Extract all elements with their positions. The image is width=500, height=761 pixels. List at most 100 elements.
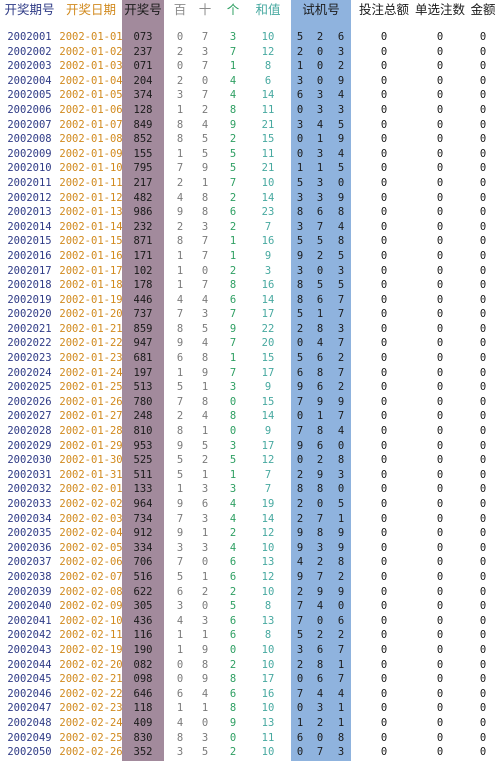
cell-hezhi: 17 [261,308,275,321]
cell-ge: 1 [229,235,237,248]
cell-touzhu: 0 [380,176,388,189]
cell-bai: 0 [176,673,184,686]
cell-bai: 1 [176,643,184,656]
cell-qihao: 2002048 [7,716,52,729]
cell-touzhu: 0 [380,381,388,394]
table-row: 2002003 2002-01-03 071 0 7 1 8 1 0 2 0 0 0 [0,59,500,74]
cell-hezhi: 9 [264,249,272,262]
cell-riqi: 2002-01-28 [59,425,123,438]
cell-ge: 6 [229,293,237,306]
table-row: 2002018 2002-01-18 178 1 7 8 16 8 5 5 0 0 0 [0,278,500,293]
cell-bai: 5 [176,570,184,583]
cell-shiji-2: 7 [316,746,324,759]
cell-touzhu: 0 [380,629,388,642]
cell-shiji-2: 6 [316,352,324,365]
cell-shi: 4 [201,337,209,350]
cell-ge: 3 [229,381,237,394]
table-row: 2002047 2002-02-23 118 1 1 8 10 0 3 1 0 0 0 [0,701,500,716]
cell-qihao: 2002003 [7,60,52,73]
cell-shi: 4 [201,687,209,700]
cell-riqi: 2002-01-13 [59,206,123,219]
cell-jine: 0 [479,89,487,102]
table-row: 2002006 2002-01-06 128 1 2 8 11 0 3 3 0 0 0 [0,103,500,118]
cell-shiji-3: 4 [337,89,345,102]
cell-riqi: 2002-01-20 [59,308,123,321]
cell-shiji-3: 0 [337,439,345,452]
cell-ge: 1 [229,352,237,365]
cell-shiji-3: 8 [337,235,345,248]
cell-shiji-1: 5 [296,352,304,365]
cell-bai: 0 [176,658,184,671]
cell-jine: 0 [479,395,487,408]
cell-jine: 0 [479,60,487,73]
table-row: 2002014 2002-01-14 232 2 3 2 7 3 7 4 0 0 0 [0,220,500,235]
cell-hezhi: 22 [261,322,275,335]
cell-kaijianghao: 217 [133,176,153,189]
cell-kaijianghao: 197 [133,366,153,379]
cell-ge: 4 [229,89,237,102]
cell-danxuan: 0 [436,410,444,423]
cell-shi: 4 [201,410,209,423]
cell-ge: 6 [229,687,237,700]
cell-jine: 0 [479,600,487,613]
table-row: 2002016 2002-01-16 171 1 7 1 9 9 2 5 0 0 0 [0,249,500,264]
cell-bai: 8 [176,425,184,438]
cell-jine: 0 [479,366,487,379]
cell-touzhu: 0 [380,425,388,438]
cell-kaijianghao: 964 [133,498,153,510]
cell-touzhu: 0 [380,235,388,248]
cell-hezhi: 13 [261,716,275,729]
cell-qihao: 2002045 [7,673,52,686]
cell-danxuan: 0 [436,133,444,146]
cell-ge: 2 [229,746,237,759]
cell-riqi: 2002-02-21 [59,673,123,686]
cell-hezhi: 11 [261,147,275,160]
cell-ge: 8 [229,673,237,686]
cell-kaijianghao: 352 [133,746,153,759]
cell-ge: 6 [229,570,237,583]
cell-shi: 7 [201,89,209,102]
cell-qihao: 2002041 [7,614,52,627]
cell-riqi: 2002-01-15 [59,235,123,248]
cell-qihao: 2002024 [7,366,52,379]
cell-shiji-3: 4 [337,220,345,233]
cell-shiji-3: 8 [337,556,345,569]
cell-shiji-1: 0 [296,673,304,686]
cell-jine: 0 [479,527,487,540]
cell-shiji-3: 5 [337,118,345,131]
cell-ge: 2 [229,191,237,204]
cell-danxuan: 0 [436,31,444,43]
cell-bai: 4 [176,716,184,729]
cell-jine: 0 [479,206,487,219]
cell-danxuan: 0 [436,439,444,452]
cell-jine: 0 [479,293,487,306]
cell-shi: 7 [201,31,209,43]
cell-danxuan: 0 [436,643,444,656]
shijihao-column-highlight [291,0,351,761]
cell-shiji-2: 4 [316,118,324,131]
cell-ge: 0 [229,643,237,656]
cell-qihao: 2002006 [7,103,52,116]
cell-shiji-3: 9 [337,133,345,146]
cell-touzhu: 0 [380,31,388,43]
cell-hezhi: 10 [261,541,275,554]
cell-shiji-3: 1 [337,512,345,525]
cell-shiji-3: 9 [337,541,345,554]
cell-shiji-1: 1 [296,716,304,729]
cell-bai: 3 [176,746,184,759]
cell-shiji-3: 3 [337,264,345,277]
cell-bai: 2 [176,410,184,423]
cell-shi: 0 [201,74,209,87]
cell-kaijianghao: 513 [133,381,153,394]
cell-shiji-2: 8 [316,425,324,438]
cell-ge: 1 [229,60,237,73]
cell-shiji-2: 2 [316,454,324,467]
cell-shiji-2: 2 [316,716,324,729]
cell-kaijianghao: 409 [133,716,153,729]
cell-qihao: 2002037 [7,556,52,569]
cell-jine: 0 [479,731,487,744]
cell-riqi: 2002-01-31 [59,468,123,481]
cell-danxuan: 0 [436,191,444,204]
cell-ge: 8 [229,702,237,715]
cell-bai: 1 [176,629,184,642]
